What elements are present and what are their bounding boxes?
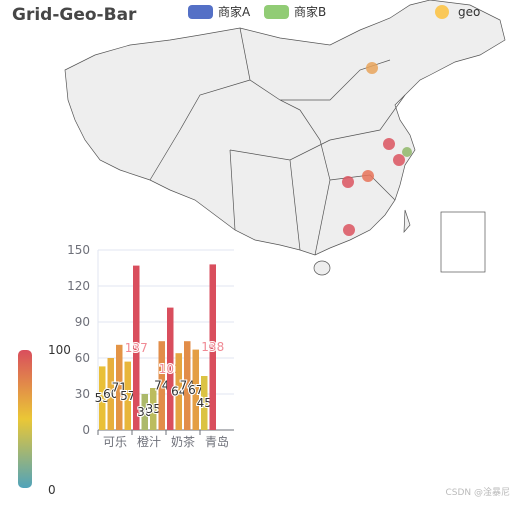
bar-label: 67	[188, 383, 203, 397]
x-tick-label: 橙汁	[137, 434, 161, 449]
bar-label: 137	[125, 341, 148, 355]
bar	[167, 307, 174, 430]
bar-label: 64	[171, 385, 186, 399]
bar-label: 30	[137, 405, 152, 419]
x-tick-label: 奶茶	[171, 434, 195, 449]
bar	[124, 361, 131, 430]
x-tick-label: 青岛	[205, 434, 229, 449]
legend-label: 商家A	[218, 4, 251, 19]
y-tick-label: 0	[82, 423, 90, 437]
x-tick-label: 可乐	[103, 435, 127, 449]
bar-label: 45	[197, 396, 212, 410]
legend-symbol	[264, 5, 289, 19]
y-tick-label: 60	[75, 351, 90, 365]
legend-symbol	[435, 5, 449, 19]
bar-label: 60	[103, 387, 118, 401]
bar	[184, 341, 191, 430]
y-tick-label: 150	[67, 243, 90, 257]
bar-label: 53	[95, 391, 110, 405]
bar-label: 74	[180, 379, 195, 393]
legend-symbol	[188, 5, 213, 19]
bar	[209, 264, 216, 430]
bar-plot: 0306090120150可乐53607157橙汁137303574奶茶1026…	[67, 243, 234, 449]
legend: 商家A 商家B geo	[188, 4, 480, 19]
geo-point	[393, 154, 405, 166]
y-tick-label: 90	[75, 315, 90, 329]
bar	[99, 366, 106, 430]
geo-point	[362, 170, 374, 182]
bar	[107, 358, 114, 430]
visual-map-bar	[18, 350, 32, 488]
y-tick-label: 30	[75, 387, 90, 401]
bar	[192, 349, 199, 430]
geo-point	[366, 62, 378, 74]
legend-label: 商家B	[294, 4, 326, 19]
bar-label: 74	[154, 379, 169, 393]
geo-point	[402, 147, 412, 157]
bar-label: 71	[112, 380, 127, 394]
chart-title: Grid-Geo-Bar	[12, 5, 137, 25]
geo-points	[342, 62, 412, 236]
geo-point	[383, 138, 395, 150]
bar	[133, 265, 140, 430]
geo-point	[342, 176, 354, 188]
legend-label: geo	[458, 5, 480, 19]
bar	[175, 353, 182, 430]
bar-label: 57	[120, 389, 135, 403]
bar	[201, 376, 208, 430]
bar	[150, 388, 157, 430]
visual-map-min: 0	[48, 483, 56, 497]
watermark: CSDN @淦暴尼	[445, 486, 510, 498]
y-tick-label: 120	[67, 279, 90, 293]
bar	[141, 394, 148, 430]
bar	[158, 341, 165, 430]
bar-label: 35	[146, 402, 161, 416]
bar	[116, 344, 123, 430]
visual-map-max: 100	[48, 343, 71, 357]
geo-point	[343, 224, 355, 236]
bar-label: 138	[201, 340, 224, 354]
map	[64, 0, 506, 276]
